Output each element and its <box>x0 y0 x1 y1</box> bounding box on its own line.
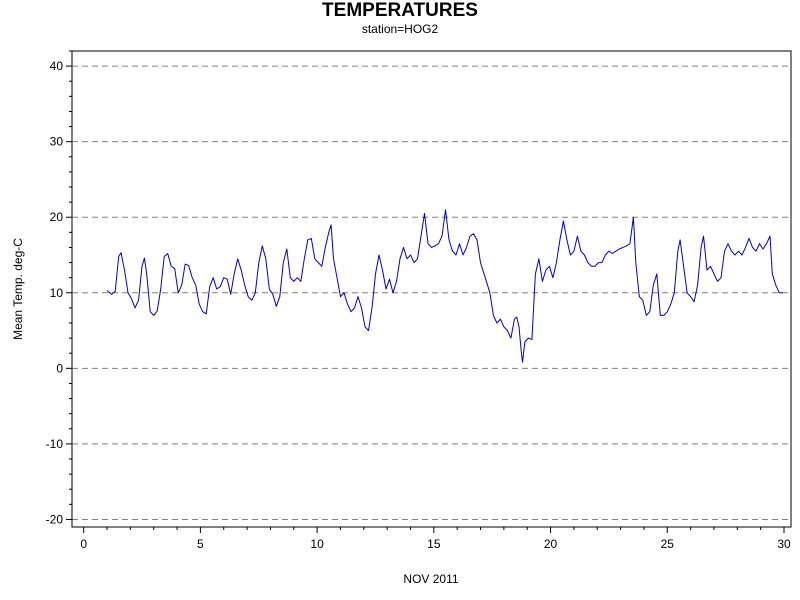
x-tick-label: 10 <box>310 537 324 551</box>
grid-lines <box>72 65 791 520</box>
plot-frame <box>71 50 792 528</box>
series-layer <box>106 209 783 363</box>
x-tick-label: 25 <box>661 537 675 551</box>
temperature-series-line <box>106 209 783 363</box>
chart-title: TEMPERATURES <box>322 0 478 21</box>
x-axis-label: NOV 2011 <box>403 572 458 586</box>
x-tick-label: 30 <box>777 537 791 551</box>
x-axis: 0 5 10 15 20 25 30 <box>80 527 791 551</box>
x-tick-label: 15 <box>427 537 441 551</box>
y-tick-label: 40 <box>50 59 64 73</box>
y-tick-label: 20 <box>50 210 64 224</box>
x-tick-label: 0 <box>80 537 87 551</box>
x-tick-label: 20 <box>544 537 558 551</box>
y-axis: -20 -10 0 10 20 30 40 <box>46 50 72 526</box>
chart-subtitle: station=HOG2 <box>361 22 439 36</box>
y-tick-label: 30 <box>50 135 64 149</box>
y-axis-label: Mean Temp. deg-C <box>11 238 25 340</box>
y-tick-label: 10 <box>50 286 64 300</box>
y-tick-label: -20 <box>46 512 64 526</box>
x-tick-label: 5 <box>197 537 204 551</box>
y-tick-label: 0 <box>56 361 63 375</box>
y-tick-label: -10 <box>46 437 64 451</box>
